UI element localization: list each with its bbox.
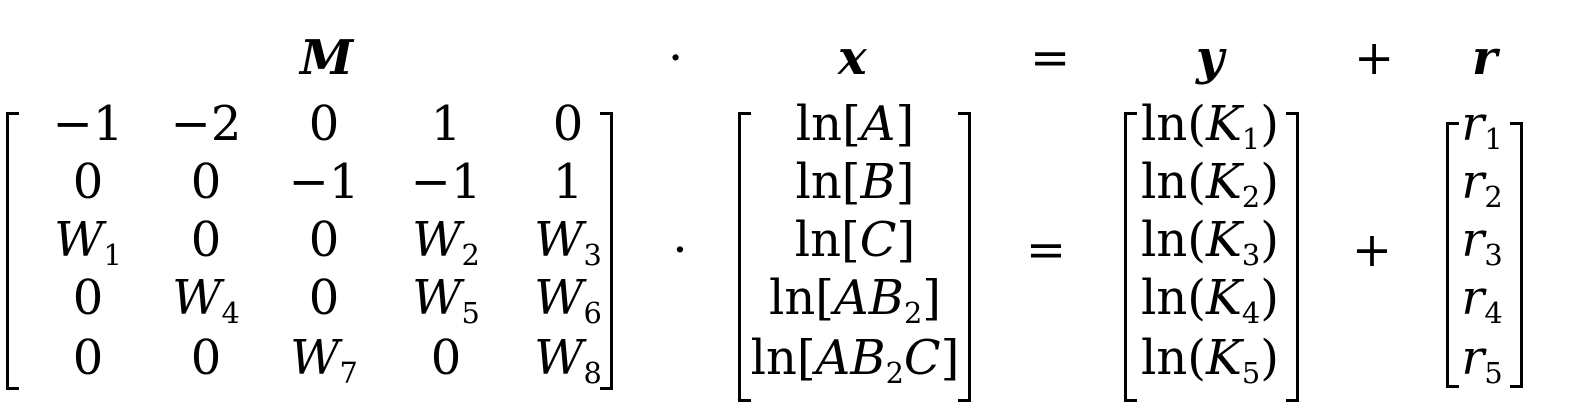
matrix-m-cell: W5 xyxy=(412,270,480,331)
vector-x-label: x xyxy=(838,30,867,86)
vector-y-entry: ln(K2) xyxy=(1141,154,1279,215)
vector-x-entry: ln[A] xyxy=(795,96,915,152)
vector-y-entry: ln(K1) xyxy=(1141,96,1279,157)
matrix-m-cell: −1 xyxy=(52,96,124,152)
vector-r-entry: r1 xyxy=(1461,96,1503,157)
dot-operator-header: · xyxy=(668,30,684,86)
equals-operator-header: = xyxy=(1030,30,1071,86)
matrix-m-cell: 0 xyxy=(308,96,340,152)
matrix-m-cell: W3 xyxy=(534,212,602,273)
matrix-m-cell: 0 xyxy=(430,330,462,386)
matrix-m-label: M xyxy=(300,30,354,86)
vector-y-entry: ln(K3) xyxy=(1141,212,1279,273)
vector-y-entry: ln(K4) xyxy=(1141,270,1279,331)
vector-x-entry: ln[B] xyxy=(795,154,915,210)
matrix-m-cell: W4 xyxy=(172,270,240,331)
matrix-m-cell: W6 xyxy=(534,270,602,331)
matrix-m-cell: 0 xyxy=(190,154,222,210)
matrix-m-cell: 0 xyxy=(190,212,222,268)
vector-y-left-bracket xyxy=(1124,112,1137,402)
vector-r-right-bracket xyxy=(1510,122,1523,388)
vector-y-right-bracket xyxy=(1286,112,1299,402)
matrix-m-cell: 0 xyxy=(308,270,340,326)
matrix-m-cell: 1 xyxy=(552,154,584,210)
matrix-m-cell: 0 xyxy=(72,330,104,386)
matrix-m-cell: 1 xyxy=(430,96,462,152)
vector-r-entry: r4 xyxy=(1461,270,1503,331)
matrix-m-cell: 0 xyxy=(308,212,340,268)
matrix-m-cell: W1 xyxy=(54,212,122,273)
matrix-m-cell: W2 xyxy=(412,212,480,273)
matrix-m-cell: −1 xyxy=(288,154,360,210)
matrix-m-cell: 0 xyxy=(72,270,104,326)
matrix-m-left-bracket xyxy=(6,112,19,390)
vector-x-entry: ln[AB2] xyxy=(768,270,942,331)
matrix-m-cell: W8 xyxy=(534,330,602,391)
vector-x-left-bracket xyxy=(738,112,751,402)
vector-y-entry: ln(K5) xyxy=(1141,330,1279,391)
matrix-m-cell: 0 xyxy=(552,96,584,152)
equals-operator: = xyxy=(1025,222,1067,278)
vector-r-left-bracket xyxy=(1446,122,1459,388)
dot-operator: · xyxy=(672,222,688,278)
vector-r-entry: r2 xyxy=(1461,154,1503,215)
vector-x-entry: ln[AB2C] xyxy=(750,330,960,391)
matrix-m-cell: W7 xyxy=(290,330,358,391)
vector-r-label: r xyxy=(1472,30,1498,86)
matrix-m-cell: 0 xyxy=(72,154,104,210)
vector-r-entry: r3 xyxy=(1461,212,1503,273)
vector-r-entry: r5 xyxy=(1461,330,1503,391)
matrix-m-cell: −1 xyxy=(410,154,482,210)
vector-y-label: y xyxy=(1196,30,1224,86)
plus-operator: + xyxy=(1351,222,1393,278)
matrix-m-right-bracket xyxy=(600,112,613,390)
vector-x-right-bracket xyxy=(958,112,971,402)
matrix-m-cell: −2 xyxy=(170,96,242,152)
matrix-m-cell: 0 xyxy=(190,330,222,386)
plus-operator-header: + xyxy=(1354,30,1395,86)
vector-x-entry: ln[C] xyxy=(794,212,916,268)
